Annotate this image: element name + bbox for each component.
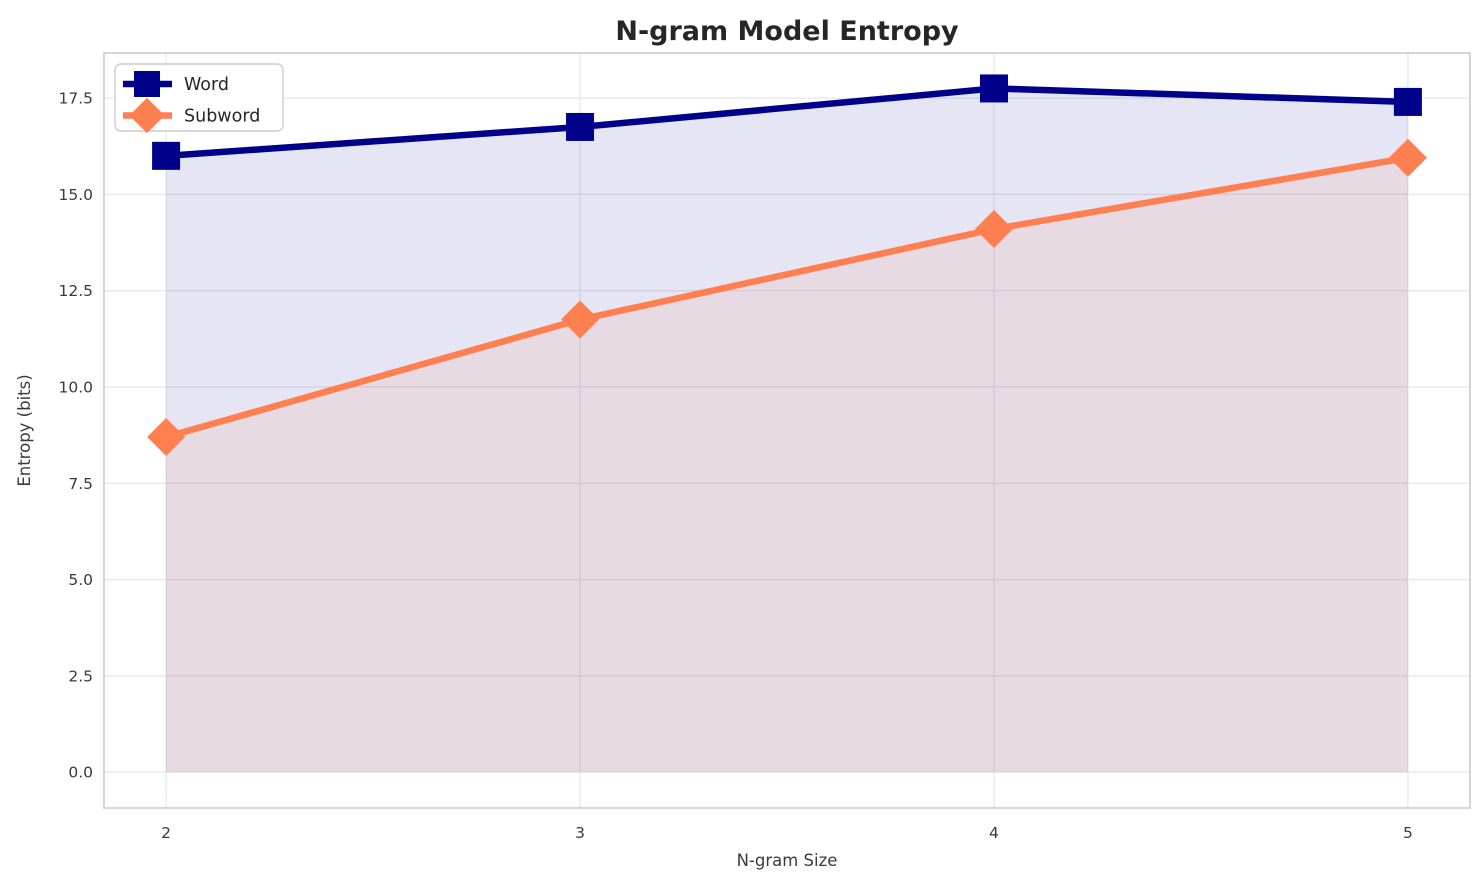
chart-title: N-gram Model Entropy [615, 16, 959, 47]
x-tick-label: 3 [575, 824, 585, 842]
x-tick-label: 5 [1403, 824, 1413, 842]
diamond-marker-subword [1388, 138, 1427, 177]
y-tick-label: 10.0 [58, 378, 93, 396]
y-tick-label: 2.5 [68, 667, 93, 685]
diamond-marker-subword [147, 418, 186, 457]
legend-diamond-marker-icon [129, 97, 165, 134]
legend-label-subword: Subword [184, 107, 260, 127]
x-axis-label: N-gram Size [737, 851, 838, 870]
legend-label-word: Word [184, 75, 229, 95]
series-line-word [165, 85, 1409, 160]
y-tick-label: 0.0 [68, 764, 93, 782]
y-tick-label: 17.5 [58, 90, 93, 108]
axes-spines [103, 52, 1471, 809]
y-tick-label: 12.5 [58, 282, 93, 300]
y-tick-label: 15.0 [58, 186, 93, 204]
y-axis-label: Entropy (bits) [15, 374, 34, 486]
x-tick-label: 2 [161, 824, 171, 842]
legend-square-marker-icon [134, 71, 160, 97]
square-marker-word [979, 74, 1008, 103]
y-tick-label: 5.0 [68, 571, 93, 589]
square-marker-word [566, 112, 595, 141]
square-marker-word [152, 141, 181, 170]
x-tick-label: 4 [989, 824, 999, 842]
series-line-subword [165, 154, 1409, 441]
diamond-marker-subword [561, 300, 600, 339]
y-tick-label: 7.5 [68, 475, 93, 493]
series-fill-word [166, 88, 1408, 773]
legend: Word Subword [114, 63, 284, 134]
square-marker-word [1393, 87, 1422, 116]
series-fill-subword [166, 157, 1408, 773]
